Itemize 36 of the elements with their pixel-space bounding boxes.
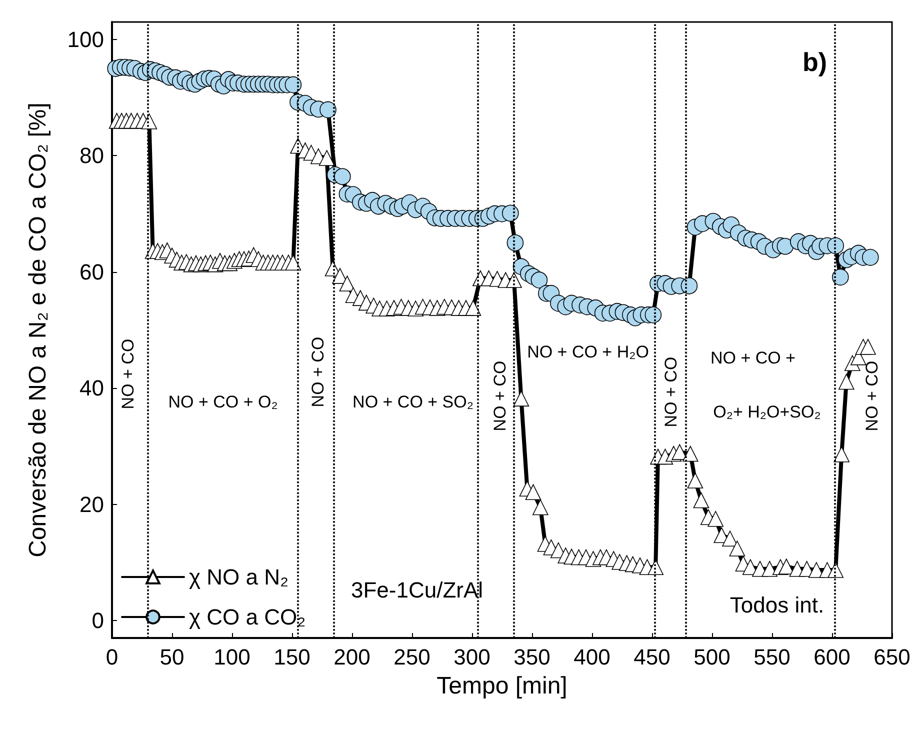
x-axis-title: Tempo [min]: [436, 672, 568, 700]
text: b): [802, 47, 828, 77]
x-tick-label: 50: [160, 644, 184, 670]
y-tick-label: 100: [67, 26, 104, 52]
y-tick-label: 60: [80, 259, 104, 284]
annotation: O₂+ H₂O+SO₂: [713, 402, 821, 422]
x-tick-label: 500: [694, 644, 730, 670]
x-tick-label: 250: [394, 644, 430, 670]
y-tick-label: 0: [92, 608, 104, 634]
legend-label: χ NO a N₂: [189, 564, 289, 590]
y-tick-label: 20: [80, 492, 104, 517]
x-tick-label: 150: [274, 644, 310, 670]
x-tick-label: 200: [334, 644, 370, 670]
annotation: 3Fe-1Cu/ZrAl: [350, 578, 484, 602]
annotation: Todos int.: [730, 592, 824, 618]
y-axis-title: Conversão de NO a N₂ e de CO a CO₂ [%]: [24, 102, 52, 558]
annotation: NO + CO: [308, 336, 328, 408]
y-tick-label: 80: [80, 143, 104, 168]
annotation: NO + CO + H₂O: [527, 342, 649, 362]
x-tick-label: 400: [574, 644, 610, 670]
x-tick-label: 100: [214, 644, 250, 670]
annotation: NO + CO +: [710, 348, 796, 368]
annotation: NO + CO: [662, 356, 680, 428]
annotation: NO + CO + SO₂: [352, 392, 474, 412]
annotation: NO + CO + O₂: [168, 392, 278, 412]
annotation: NO + CO: [118, 338, 138, 410]
legend-label: χ CO a CO₂: [189, 604, 306, 630]
x-tick-label: 450: [634, 644, 670, 670]
annotation: NO + CO: [862, 360, 882, 432]
y-tick-label: 40: [80, 376, 104, 401]
x-tick-label: 350: [514, 644, 550, 670]
annotation: NO + CO: [490, 360, 510, 432]
x-tick-label: 300: [454, 644, 490, 670]
x-tick-label: 650: [874, 644, 910, 670]
x-tick-label: 550: [754, 644, 790, 670]
x-tick-label: 600: [814, 644, 850, 670]
